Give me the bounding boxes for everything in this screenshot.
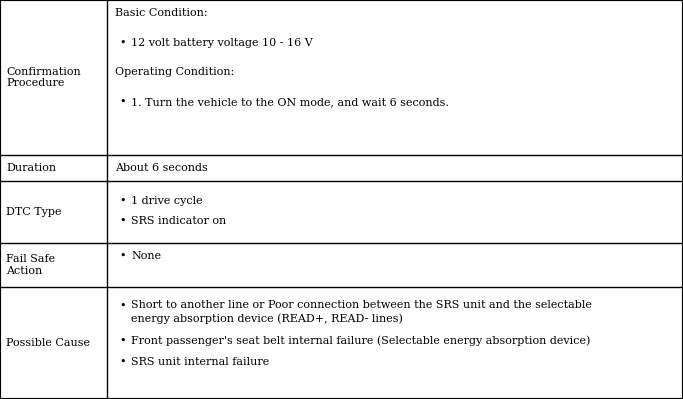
Text: SRS indicator on: SRS indicator on	[131, 216, 226, 226]
Text: 12 volt battery voltage 10 - 16 V: 12 volt battery voltage 10 - 16 V	[131, 38, 313, 48]
Text: About 6 seconds: About 6 seconds	[115, 163, 208, 173]
Text: SRS unit internal failure: SRS unit internal failure	[131, 357, 269, 367]
Text: Confirmation
Procedure: Confirmation Procedure	[6, 67, 81, 88]
Text: •: •	[119, 216, 126, 226]
Text: None: None	[131, 251, 161, 261]
Text: Operating Condition:: Operating Condition:	[115, 67, 234, 77]
Text: Duration: Duration	[6, 163, 56, 173]
Text: Front passenger's seat belt internal failure (Selectable energy absorption devic: Front passenger's seat belt internal fai…	[131, 336, 590, 346]
Text: Possible Cause: Possible Cause	[6, 338, 90, 348]
Text: 1 drive cycle: 1 drive cycle	[131, 196, 203, 206]
Text: Short to another line or Poor connection between the SRS unit and the selectable: Short to another line or Poor connection…	[131, 300, 592, 310]
Text: 1. Turn the vehicle to the ON mode, and wait 6 seconds.: 1. Turn the vehicle to the ON mode, and …	[131, 97, 449, 107]
Text: •: •	[119, 97, 126, 107]
Text: •: •	[119, 196, 126, 206]
Text: •: •	[119, 251, 126, 261]
Text: •: •	[119, 336, 126, 346]
Text: •: •	[119, 300, 126, 310]
Text: Fail Safe
Action: Fail Safe Action	[6, 254, 55, 276]
Text: energy absorption device (READ+, READ- lines): energy absorption device (READ+, READ- l…	[131, 314, 403, 324]
Text: DTC Type: DTC Type	[6, 207, 61, 217]
Text: •: •	[119, 357, 126, 367]
Text: Basic Condition:: Basic Condition:	[115, 8, 208, 18]
Text: •: •	[119, 38, 126, 48]
